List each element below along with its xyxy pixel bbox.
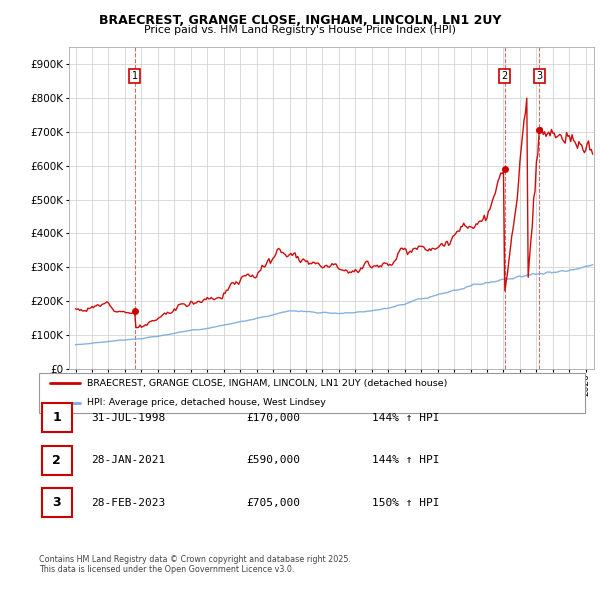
FancyBboxPatch shape bbox=[42, 403, 72, 432]
Text: BRAECREST, GRANGE CLOSE, INGHAM, LINCOLN, LN1 2UY: BRAECREST, GRANGE CLOSE, INGHAM, LINCOLN… bbox=[99, 14, 501, 27]
Text: 1: 1 bbox=[131, 71, 137, 81]
Text: 144% ↑ HPI: 144% ↑ HPI bbox=[372, 455, 440, 465]
Text: £705,000: £705,000 bbox=[247, 498, 301, 507]
Text: 31-JUL-1998: 31-JUL-1998 bbox=[91, 413, 165, 422]
Text: 150% ↑ HPI: 150% ↑ HPI bbox=[372, 498, 440, 507]
FancyBboxPatch shape bbox=[42, 445, 72, 475]
Text: BRAECREST, GRANGE CLOSE, INGHAM, LINCOLN, LN1 2UY (detached house): BRAECREST, GRANGE CLOSE, INGHAM, LINCOLN… bbox=[87, 379, 448, 388]
Text: £170,000: £170,000 bbox=[247, 413, 301, 422]
Text: 3: 3 bbox=[536, 71, 542, 81]
Text: Price paid vs. HM Land Registry's House Price Index (HPI): Price paid vs. HM Land Registry's House … bbox=[144, 25, 456, 35]
Text: £590,000: £590,000 bbox=[247, 455, 301, 465]
Text: 28-JAN-2021: 28-JAN-2021 bbox=[91, 455, 165, 465]
Text: Contains HM Land Registry data © Crown copyright and database right 2025.
This d: Contains HM Land Registry data © Crown c… bbox=[39, 555, 351, 574]
Text: 2: 2 bbox=[52, 454, 61, 467]
Text: 144% ↑ HPI: 144% ↑ HPI bbox=[372, 413, 440, 422]
Text: 1: 1 bbox=[52, 411, 61, 424]
Text: 28-FEB-2023: 28-FEB-2023 bbox=[91, 498, 165, 507]
FancyBboxPatch shape bbox=[42, 488, 72, 517]
Text: 2: 2 bbox=[502, 71, 508, 81]
Text: 3: 3 bbox=[52, 496, 61, 509]
FancyBboxPatch shape bbox=[39, 373, 585, 413]
Text: HPI: Average price, detached house, West Lindsey: HPI: Average price, detached house, West… bbox=[87, 398, 326, 407]
